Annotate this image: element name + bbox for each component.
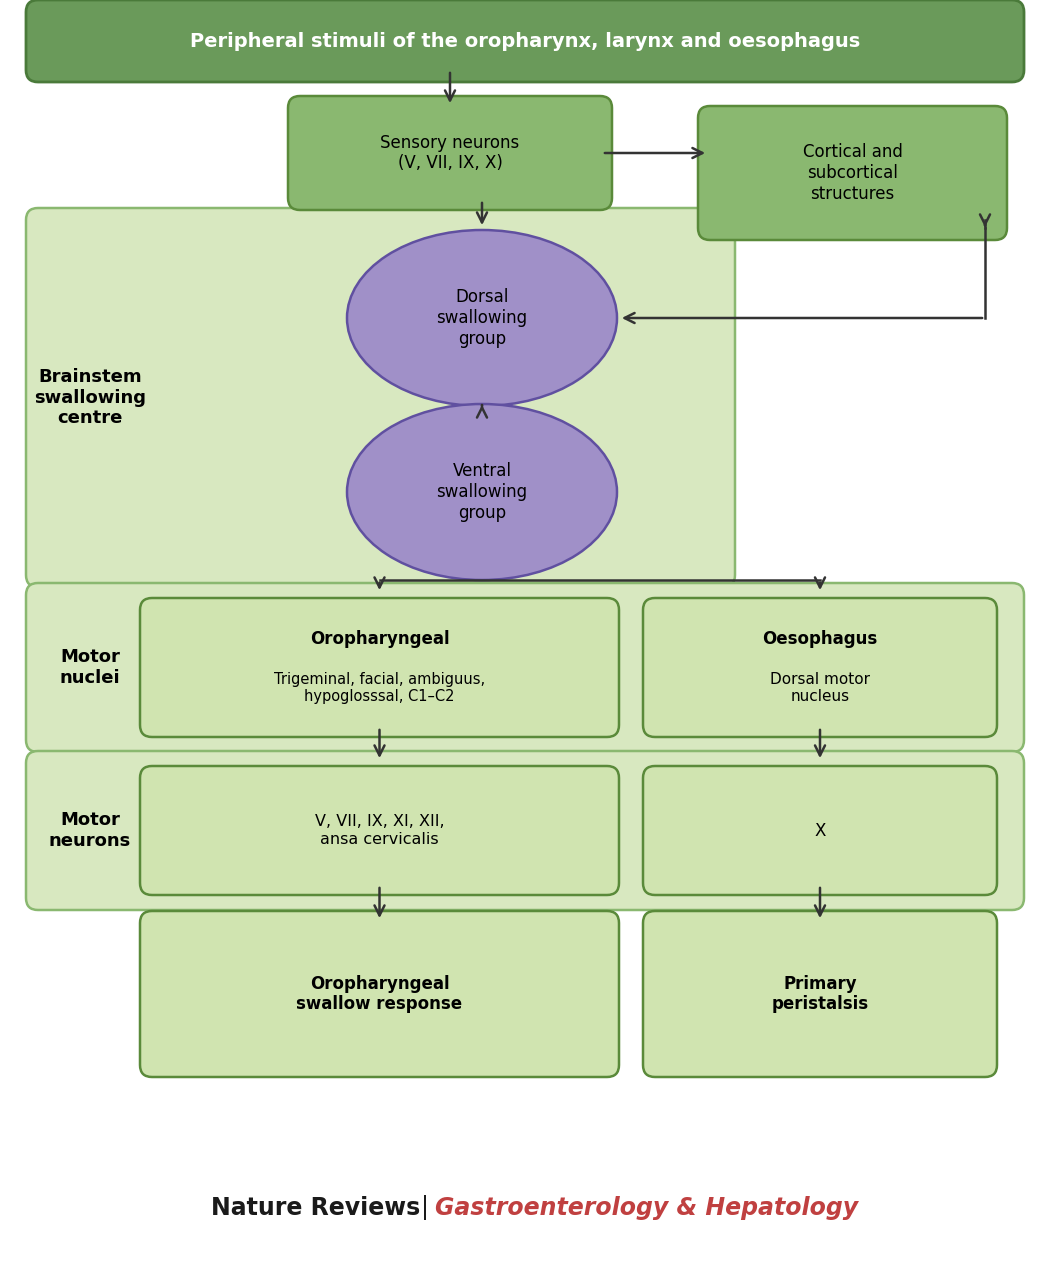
Text: |: |: [421, 1196, 429, 1221]
FancyBboxPatch shape: [643, 765, 998, 895]
Text: Gastroenterology & Hepatology: Gastroenterology & Hepatology: [435, 1196, 858, 1220]
Ellipse shape: [346, 230, 617, 406]
Text: Dorsal motor
nucleus: Dorsal motor nucleus: [770, 672, 870, 704]
Text: Trigeminal, facial, ambiguus,
hypoglosssal, C1–C2: Trigeminal, facial, ambiguus, hypoglosss…: [274, 672, 485, 704]
Text: Dorsal
swallowing
group: Dorsal swallowing group: [437, 288, 527, 348]
Text: Motor
nuclei: Motor nuclei: [60, 648, 121, 687]
FancyBboxPatch shape: [140, 765, 620, 895]
Text: Oropharyngeal: Oropharyngeal: [310, 630, 449, 648]
Text: Brainstem
swallowing
centre: Brainstem swallowing centre: [34, 367, 146, 428]
FancyBboxPatch shape: [26, 582, 1024, 751]
FancyBboxPatch shape: [26, 207, 735, 588]
FancyBboxPatch shape: [643, 598, 998, 737]
Text: Ventral
swallowing
group: Ventral swallowing group: [437, 462, 527, 522]
FancyBboxPatch shape: [140, 598, 620, 737]
Text: Sensory neurons
(V, VII, IX, X): Sensory neurons (V, VII, IX, X): [380, 133, 520, 173]
FancyBboxPatch shape: [26, 751, 1024, 910]
FancyBboxPatch shape: [288, 96, 612, 210]
Text: Motor
neurons: Motor neurons: [49, 812, 131, 850]
FancyBboxPatch shape: [140, 911, 620, 1076]
Text: Primary
peristalsis: Primary peristalsis: [772, 974, 868, 1014]
Ellipse shape: [346, 404, 617, 580]
FancyBboxPatch shape: [26, 0, 1024, 82]
FancyBboxPatch shape: [698, 106, 1007, 241]
Text: V, VII, IX, XI, XII,
ansa cervicalis: V, VII, IX, XI, XII, ansa cervicalis: [315, 814, 444, 846]
Text: Cortical and
subcortical
structures: Cortical and subcortical structures: [802, 143, 902, 202]
Text: Oropharyngeal
swallow response: Oropharyngeal swallow response: [296, 974, 463, 1014]
Text: Peripheral stimuli of the oropharynx, larynx and oesophagus: Peripheral stimuli of the oropharynx, la…: [190, 32, 860, 50]
Text: X: X: [815, 822, 825, 840]
Text: Oesophagus: Oesophagus: [762, 630, 878, 648]
FancyBboxPatch shape: [643, 911, 998, 1076]
Text: Nature Reviews: Nature Reviews: [211, 1196, 420, 1220]
